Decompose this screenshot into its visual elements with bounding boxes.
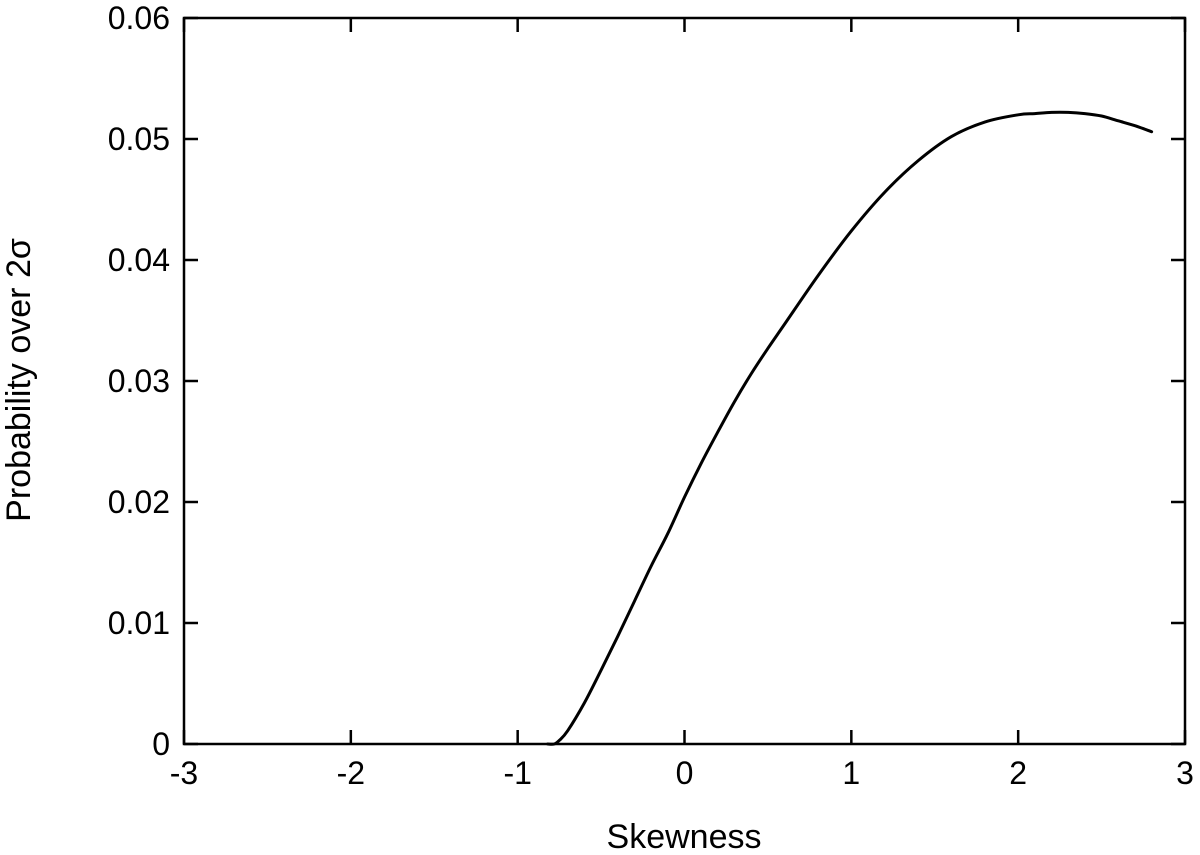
y-tick-label: 0.01 xyxy=(108,605,170,641)
y-tick-label: 0 xyxy=(152,726,170,762)
y-axis-ticks: 0 0.01 0.02 0.03 0.04 0.05 0.06 xyxy=(108,0,1185,762)
x-tick-label: -3 xyxy=(170,755,198,791)
y-tick-label: 0.04 xyxy=(108,242,170,278)
x-tick-label: 0 xyxy=(676,755,694,791)
x-tick-label: 1 xyxy=(842,755,860,791)
series-line-0 xyxy=(546,110,1154,746)
y-tick-label: 0.05 xyxy=(108,121,170,157)
plot-frame xyxy=(182,16,1187,746)
x-axis-title: Skewness xyxy=(607,818,762,855)
y-tick-label: 0.06 xyxy=(108,0,170,36)
x-tick-label: 2 xyxy=(1009,755,1027,791)
x-tick-label: -1 xyxy=(503,755,531,791)
x-axis-ticks: -3 -2 -1 0 1 2 3 xyxy=(170,18,1194,791)
plot-area xyxy=(182,16,1187,746)
y-axis-title: Probability over 2σ xyxy=(0,238,38,522)
y-tick-label: 0.02 xyxy=(108,484,170,520)
x-tick-label: 3 xyxy=(1176,755,1194,791)
x-tick-label: -2 xyxy=(337,755,365,791)
y-tick-label: 0.03 xyxy=(108,363,170,399)
series-layer xyxy=(546,110,1154,746)
